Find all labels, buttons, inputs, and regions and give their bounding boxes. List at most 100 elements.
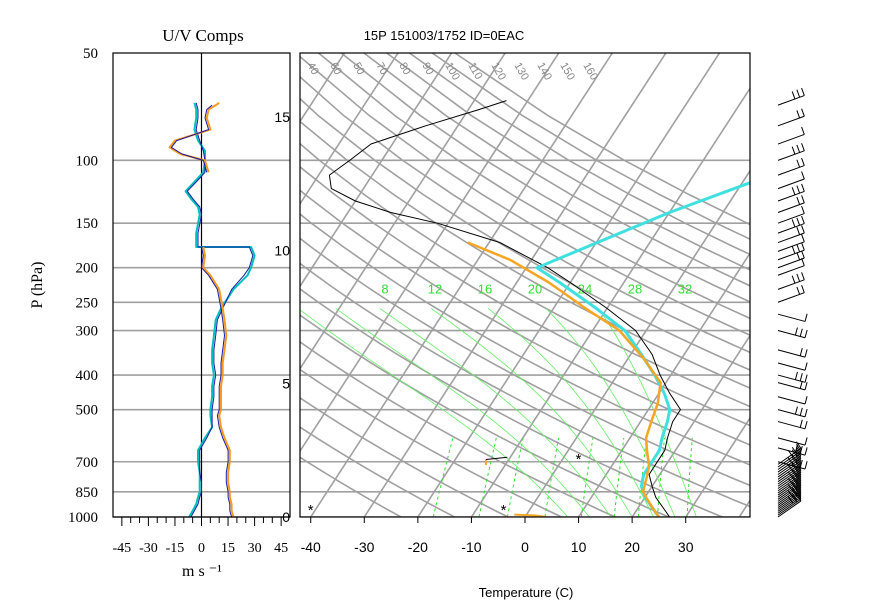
dry-adiabat-line xyxy=(300,368,564,517)
wind-barb-staff xyxy=(777,265,805,276)
wind-barb-staff xyxy=(777,150,805,161)
wind-barb-staff xyxy=(777,453,802,470)
dry-adiabat-line xyxy=(300,55,750,337)
wind-barb-flag xyxy=(794,444,798,453)
dry-adiabat-line xyxy=(300,120,750,389)
wind-barb-staff xyxy=(777,476,802,494)
right-panel-title: 15P 151003/1752 ID=0EAC xyxy=(364,28,525,43)
wind-barb-flag xyxy=(796,252,801,261)
height-tick-label: 5 xyxy=(282,376,290,392)
moist-adiabat-label: 8 xyxy=(381,281,388,296)
dry-adiabat-line xyxy=(300,165,750,427)
wind-barb-flag xyxy=(799,328,803,337)
wind-barb-flag xyxy=(799,348,803,356)
wind-barb-flag xyxy=(794,327,798,336)
dry-adiabat-label: 120 xyxy=(488,61,508,83)
wind-barb-flag xyxy=(801,171,805,180)
wind-profile-line xyxy=(170,104,233,518)
dry-adiabat-line xyxy=(363,53,750,287)
dry-adiabat-line xyxy=(431,53,750,241)
wind-barb-flag xyxy=(791,187,796,196)
isotherm-line xyxy=(363,53,667,517)
pressure-tick-label: 400 xyxy=(76,368,99,384)
isotherm-line xyxy=(300,53,453,288)
moist-adiabat-label: 12 xyxy=(428,281,442,296)
wind-barb-flag xyxy=(796,226,801,235)
dry-adiabat-line xyxy=(300,426,457,517)
dry-adiabat-line xyxy=(300,97,750,371)
wind-barb-staff xyxy=(777,165,805,176)
pressure-tick-label: 700 xyxy=(76,455,99,471)
isotherm-line xyxy=(0,53,23,517)
sounding-profile-line xyxy=(535,181,750,517)
wind-barb-staff xyxy=(777,488,802,506)
wind-barb-flag xyxy=(791,275,796,284)
isotherm-line xyxy=(417,53,721,517)
wind-barb-flag xyxy=(796,286,801,295)
dry-adiabat-label: 50 xyxy=(350,61,367,78)
wind-barb-staff xyxy=(777,213,805,224)
wind-barb-staff xyxy=(777,190,805,202)
left-panel-title: U/V Comps xyxy=(162,26,243,45)
dry-adiabat-label: 80 xyxy=(396,61,413,78)
wind-barb-flag xyxy=(804,437,808,446)
wind-component-panel: U/V Comps 501001502002503004005007008501… xyxy=(29,26,291,580)
wind-barb-flag xyxy=(804,382,808,391)
wind-barb-staff xyxy=(777,349,806,358)
wind-barb-flag xyxy=(804,420,808,429)
pressure-tick-label: 150 xyxy=(76,216,99,232)
isotherm-line xyxy=(310,53,613,517)
wind-barb-flag xyxy=(799,445,803,454)
wind-tick-label: -45 xyxy=(113,541,132,556)
wind-barb-flag xyxy=(804,396,808,405)
pressure-axis-label: P (hPa) xyxy=(29,262,46,309)
wind-tick-label: -15 xyxy=(166,541,185,556)
isotherm-line xyxy=(738,499,750,517)
temperature-tick-label: -10 xyxy=(461,539,481,555)
wind-barb-flag xyxy=(796,217,801,226)
pressure-tick-label: 1000 xyxy=(68,510,98,526)
wind-barb-column xyxy=(777,87,808,518)
dry-adiabat-label: 70 xyxy=(373,61,390,78)
pressure-tick-label: 50 xyxy=(83,46,98,62)
wind-barb-staff xyxy=(777,115,805,127)
isotherm-line xyxy=(300,53,560,453)
wind-barb-staff xyxy=(777,362,806,371)
wind-barb-staff xyxy=(777,421,806,430)
sounding-profile-line xyxy=(328,100,681,517)
temperature-tick-label: 0 xyxy=(521,539,529,555)
wind-barb-flag xyxy=(796,244,801,253)
wind-barb-staff xyxy=(777,490,802,508)
dry-adiabat-label: 160 xyxy=(580,61,600,83)
wind-barb-flag xyxy=(804,313,808,322)
wind-barb-flag xyxy=(799,373,803,382)
temperature-tick-label: -30 xyxy=(354,539,374,555)
wind-barb-flag xyxy=(804,374,808,383)
star-marker: * xyxy=(576,451,582,468)
wind-barb-staff xyxy=(777,472,802,489)
pressure-tick-label: 100 xyxy=(76,153,99,169)
wind-barb-staff xyxy=(777,461,806,470)
wind-barb-staff xyxy=(777,178,805,190)
isotherm-line xyxy=(300,53,399,206)
moist-adiabat-line xyxy=(335,308,590,517)
wind-barb-staff xyxy=(777,447,806,456)
wind-barb-staff xyxy=(777,409,806,418)
temperature-tick-label: -20 xyxy=(408,539,428,555)
isotherm-line xyxy=(300,53,346,123)
wind-barb-flag xyxy=(799,407,803,416)
wind-barb-flag xyxy=(796,196,801,205)
wind-barb-flag xyxy=(796,144,801,153)
wind-barb-staff xyxy=(777,396,806,405)
isotherm-line xyxy=(0,53,184,517)
dry-adiabat-line xyxy=(317,53,750,320)
skew-t-background-lines xyxy=(0,53,750,517)
wind-barb-staff xyxy=(777,313,806,322)
dry-adiabat-line xyxy=(300,314,671,517)
star-marker: * xyxy=(308,502,314,519)
wind-barb-flag xyxy=(791,91,796,100)
moist-adiabat-label: 28 xyxy=(628,281,642,296)
wind-barb-flag xyxy=(801,242,805,251)
height-tick-label: 15 xyxy=(274,109,290,125)
